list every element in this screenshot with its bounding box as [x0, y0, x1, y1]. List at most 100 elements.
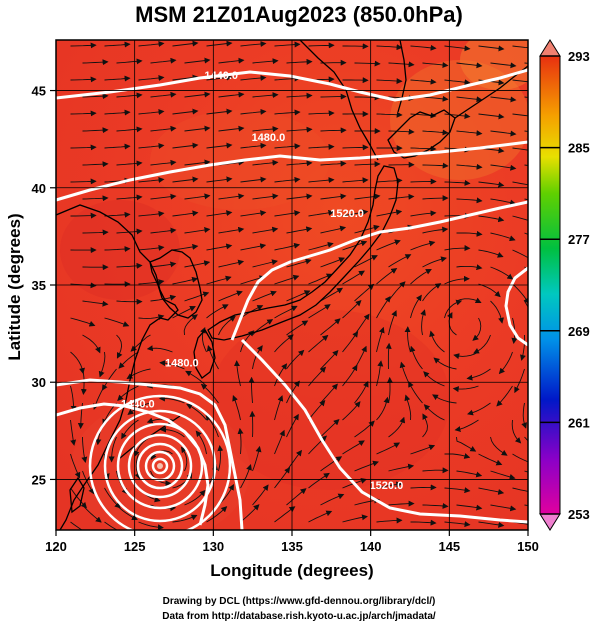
wind-streamline	[104, 317, 130, 327]
typhoon-ring-5	[136, 442, 184, 490]
y-tick-label: 30	[32, 375, 46, 390]
wind-streamline	[240, 210, 267, 217]
wind-streamline	[184, 91, 211, 98]
x-tick-label: 135	[281, 539, 303, 554]
contour-1520-east-loop	[504, 266, 528, 347]
wind-streamline	[308, 241, 334, 251]
x-axis-ticks: 120 125 130 135 140 145 150	[45, 530, 539, 554]
x-tick-label: 140	[360, 539, 382, 554]
wind-streamline	[274, 466, 291, 489]
wind-streamline	[150, 159, 177, 166]
wind-streamline	[286, 226, 313, 234]
wind-streamline	[274, 242, 301, 251]
wind-streamline	[218, 259, 245, 268]
wind-streamline	[444, 521, 471, 528]
wind-streamline	[184, 57, 211, 64]
wind-streamline	[410, 519, 437, 526]
wind-streamlines	[70, 40, 528, 530]
wind-streamline	[422, 502, 449, 509]
wind-streamline	[490, 504, 517, 512]
wind-streamline	[308, 334, 329, 353]
coastlines	[56, 40, 528, 530]
wind-streamline	[456, 470, 483, 478]
wind-streamline	[252, 345, 263, 370]
coastline-russia-east	[299, 40, 379, 161]
wind-streamline	[472, 317, 482, 341]
wind-streamline	[206, 40, 233, 47]
typhoon-ring-6	[144, 450, 176, 482]
colorbar-tick-label: 293	[568, 49, 590, 64]
wind-streamline	[82, 93, 109, 100]
wind-streamline	[410, 178, 437, 185]
wind-streamline	[186, 403, 207, 421]
wind-streamline	[454, 419, 479, 433]
height-contours	[56, 68, 528, 530]
wind-streamline	[456, 230, 483, 237]
wind-streamline	[274, 210, 301, 217]
wind-streamline	[422, 195, 449, 202]
wind-streamline	[240, 108, 267, 115]
wind-streamline	[70, 144, 97, 151]
wind-streamline	[354, 60, 381, 67]
wind-streamline	[159, 360, 185, 370]
wind-streamline	[240, 504, 260, 523]
wind-streamline	[70, 453, 81, 479]
wind-streamline	[206, 304, 229, 319]
wind-streamline	[274, 395, 284, 421]
wind-streamline	[308, 177, 335, 184]
wind-streamline	[512, 147, 528, 151]
wind-streamline	[388, 416, 406, 438]
coastline-sakhalin	[397, 40, 407, 113]
wind-streamline	[376, 517, 403, 524]
wind-streamline	[150, 125, 177, 132]
wind-streamline	[478, 113, 505, 120]
contour-label: 1440.0	[121, 399, 155, 411]
wind-streamline	[410, 240, 436, 251]
wind-streamline	[252, 484, 269, 506]
wind-streamline	[172, 40, 199, 47]
wind-streamline	[456, 130, 483, 137]
chart-title: MSM 21Z01Aug2023 (850.0hPa)	[135, 2, 463, 27]
wind-streamline	[512, 181, 528, 186]
wind-streamline	[388, 463, 415, 472]
wind-streamline	[512, 249, 528, 259]
wind-streamline	[478, 453, 503, 466]
x-tick-label: 125	[124, 539, 146, 554]
wind-streamline	[422, 129, 449, 136]
wind-streamline	[104, 41, 131, 48]
wind-streamline	[452, 385, 479, 393]
wind-streamline	[490, 96, 517, 103]
wind-streamline	[252, 445, 262, 472]
colorbar-bottom-arrow	[539, 513, 561, 531]
wind-streamline	[150, 193, 177, 200]
wind-streamline	[444, 275, 470, 285]
wind-streamline	[252, 259, 278, 268]
wind-streamline	[320, 127, 347, 134]
wind-streamline	[498, 351, 513, 375]
typhoon-ring-7	[151, 457, 169, 475]
wind-streamline	[158, 395, 185, 404]
wind-streamline	[286, 193, 313, 200]
wind-streamline	[252, 58, 279, 65]
wind-streamline	[320, 193, 347, 200]
wind-streamline	[70, 487, 87, 509]
wind-streamline	[172, 306, 196, 319]
wind-streamline	[286, 290, 311, 302]
wind-streamline	[82, 161, 109, 168]
wind-streamline	[354, 161, 381, 168]
wind-streamline	[342, 300, 362, 319]
wind-streamline	[410, 444, 436, 455]
wind-streamline	[172, 210, 199, 217]
wind-streamline	[444, 113, 471, 119]
wind-streamline	[184, 260, 211, 268]
wind-streamline	[252, 92, 279, 99]
wind-streamline	[252, 290, 277, 302]
wind-streamline	[521, 402, 527, 429]
wind-streamline	[252, 193, 279, 200]
wind-streamline	[98, 351, 106, 378]
wind-streamline	[376, 481, 403, 489]
wind-streamline	[286, 258, 312, 268]
contour-label: 1480.0	[165, 358, 199, 370]
wind-streamline	[218, 193, 245, 200]
wind-streamline	[478, 181, 505, 188]
